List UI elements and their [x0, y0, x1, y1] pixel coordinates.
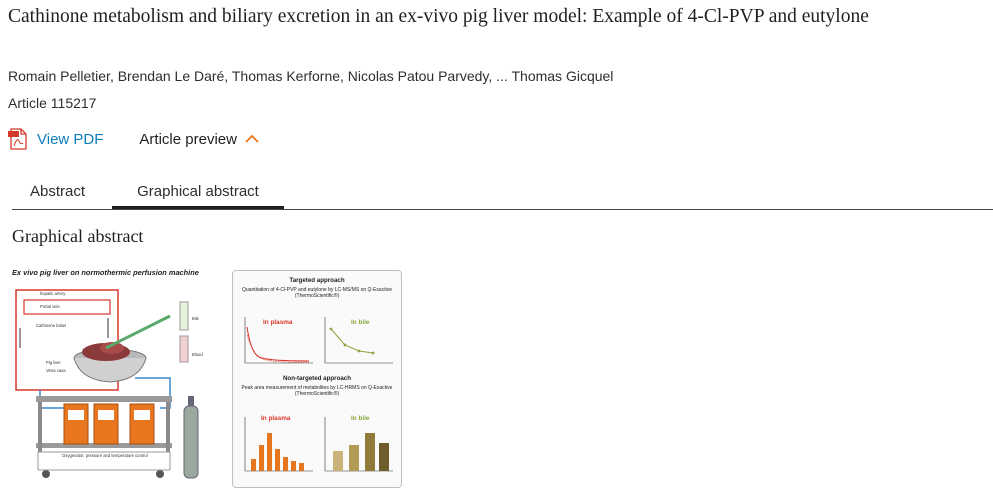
- tab-abstract[interactable]: Abstract: [30, 183, 86, 200]
- non-targeted-bile-plot: [324, 417, 393, 472]
- label-bile: Bile: [192, 316, 199, 321]
- label-portal-vein: Portal vein: [40, 304, 60, 309]
- view-pdf-label: View PDF: [37, 130, 104, 148]
- targeted-bile-plot: [324, 317, 393, 364]
- article-actions: View PDF Article preview: [8, 127, 259, 151]
- article-authors: Romain Pelletier, Brendan Le Daré, Thoma…: [8, 68, 614, 84]
- chevron-up-icon: [245, 134, 259, 143]
- label-pig-liver: Pig liver: [46, 360, 61, 365]
- label-hepatic-artery: hepatic artery: [40, 291, 66, 296]
- label-oxygenator: Oxygenator, pressure and temperature con…: [62, 453, 148, 458]
- label-cathinone-bolus: Cathinone bolus: [36, 323, 67, 328]
- analysis-panel: Targeted approach Quantitation of 4-Cl-P…: [232, 270, 402, 488]
- targeted-plasma-plot: [244, 317, 313, 364]
- perfusion-panel: Ex vivo pig liver on normothermic perfus…: [10, 268, 226, 490]
- section-heading: Graphical abstract: [12, 226, 144, 246]
- non-targeted-plasma-label: In plasma: [261, 415, 291, 422]
- label-vena-cava: Vena cava: [46, 368, 66, 373]
- non-targeted-plasma-plot: [244, 417, 313, 472]
- tab-bar: Abstract Graphical abstract: [12, 181, 993, 210]
- article-preview-label: Article preview: [139, 130, 237, 148]
- article-title[interactable]: Cathinone metabolism and biliary excreti…: [8, 6, 869, 27]
- article-preview-toggle[interactable]: Article preview: [139, 131, 259, 148]
- targeted-subtitle: Quantitation of 4-Cl-PVP and eutylone by…: [242, 287, 392, 299]
- graphical-abstract-image[interactable]: Ex vivo pig liver on normothermic perfus…: [10, 268, 402, 490]
- non-targeted-bile-label: In bile: [351, 415, 370, 422]
- targeted-plasma-label: In plasma: [263, 319, 293, 326]
- perfusion-title: Ex vivo pig liver on normothermic perfus…: [12, 268, 199, 277]
- non-targeted-title: Non-targeted approach: [282, 375, 352, 382]
- article-number: Article 115217: [8, 95, 97, 111]
- pdf-icon: [8, 128, 27, 150]
- tab-graphical-abstract[interactable]: Graphical abstract: [112, 181, 284, 209]
- targeted-title: Targeted approach: [289, 277, 345, 284]
- label-blood: Blood: [192, 352, 203, 357]
- targeted-bile-label: In bile: [351, 319, 370, 326]
- view-pdf-link[interactable]: View PDF: [8, 128, 103, 150]
- non-targeted-subtitle: Peak area measurement of metabolites by …: [241, 385, 393, 397]
- perfusion-machine-illustration: [15, 289, 199, 479]
